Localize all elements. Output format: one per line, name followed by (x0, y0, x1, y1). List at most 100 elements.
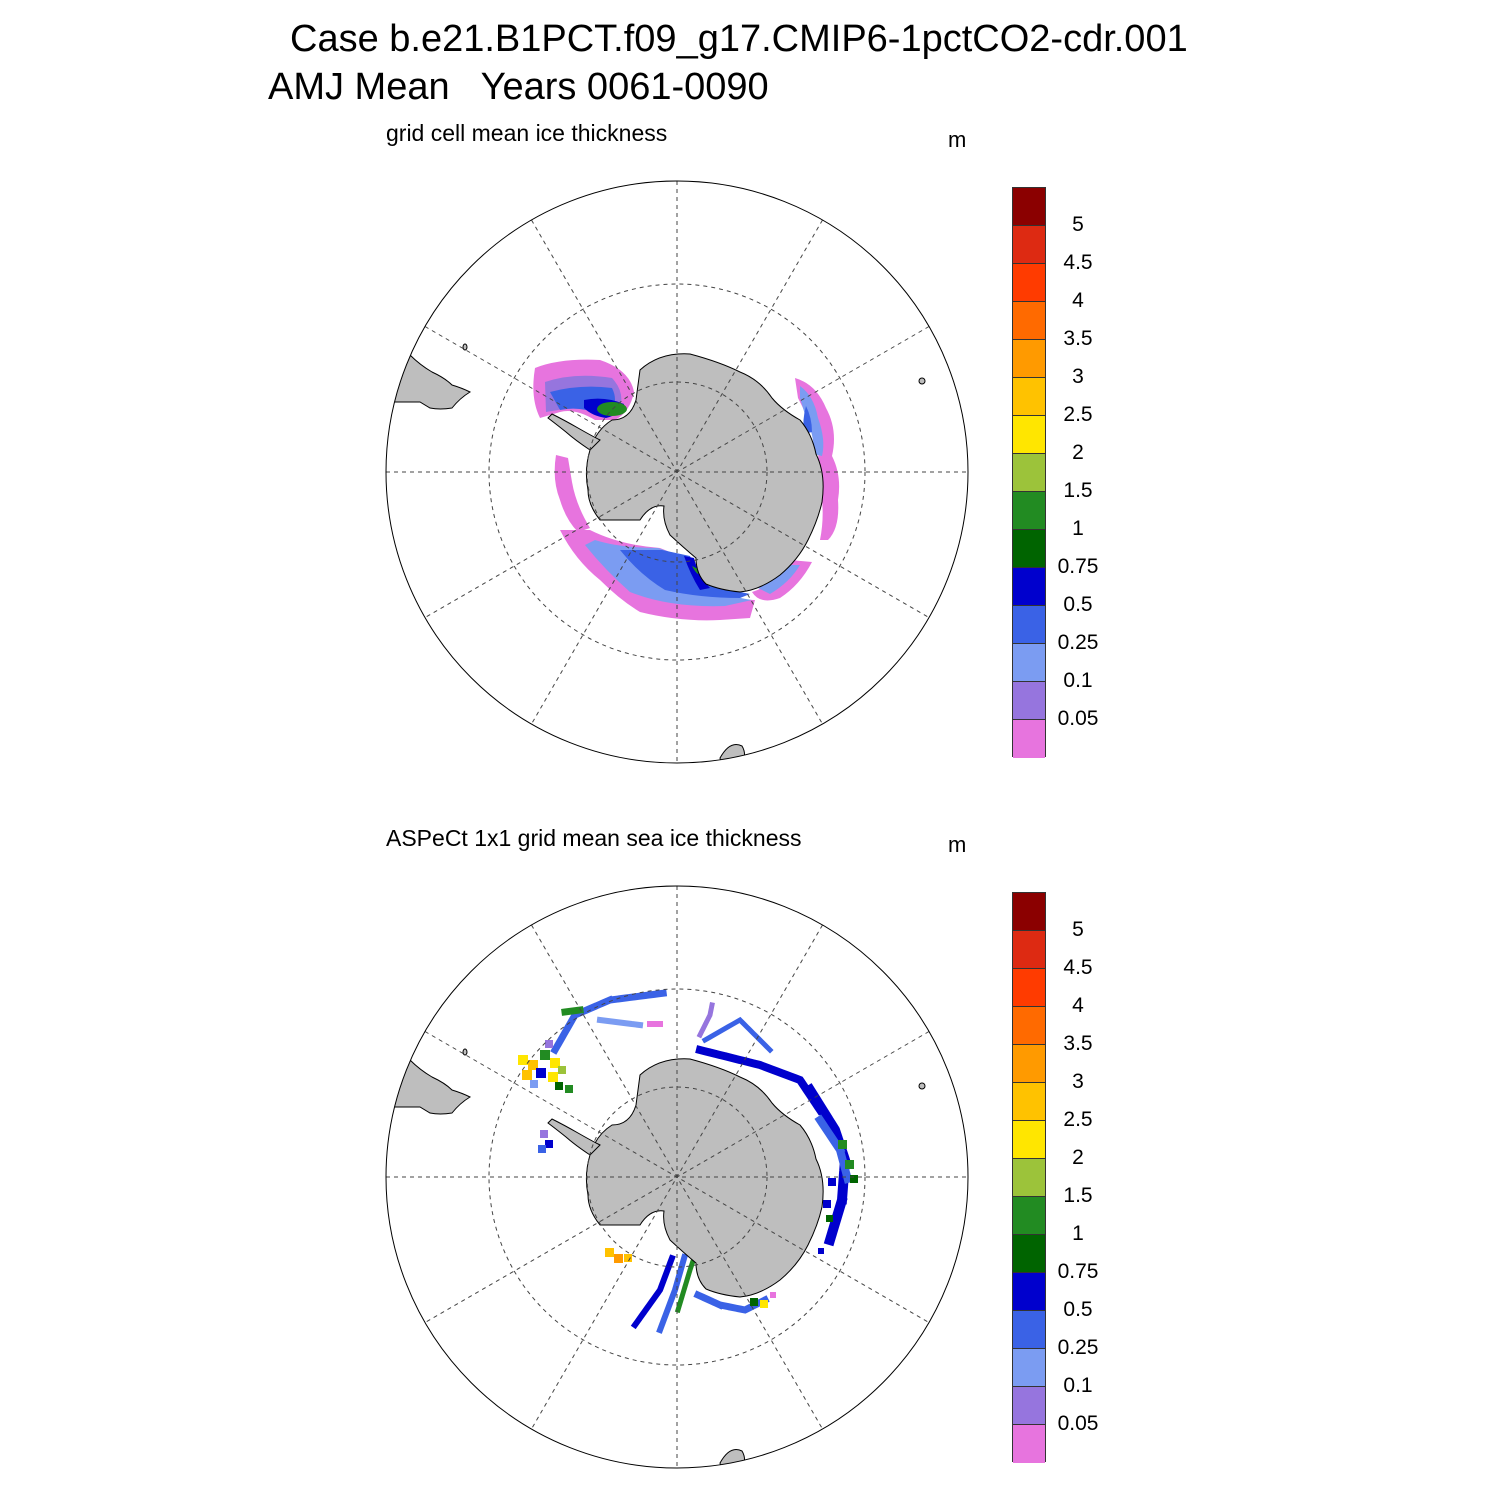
east-ice-0.05 (795, 378, 840, 540)
colorbar-swatch (1013, 1387, 1045, 1425)
antarctica-landmass-top (585, 353, 824, 593)
aspect-observations (518, 989, 858, 1334)
bellingshausen-ice (554, 455, 590, 532)
colorbar-swatch (1013, 340, 1045, 378)
map-bottom (385, 885, 969, 1469)
colorbar-tick-label: 4 (1072, 289, 1084, 312)
pacific-thick-2 (760, 1300, 768, 1308)
colorbar-swatch (1013, 530, 1045, 568)
colorbar-tick-label: 0.1 (1063, 1374, 1093, 1397)
kerguelen-island-bottom (918, 1082, 926, 1090)
antarctic-peninsula-top (547, 413, 601, 451)
colorbar-swatch (1013, 378, 1045, 416)
colorbar-swatch (1013, 1045, 1045, 1083)
south-america-bottom (386, 1059, 472, 1115)
colorbar-tick-label: 4 (1072, 994, 1084, 1017)
antarctic-peninsula-bottom (547, 1118, 601, 1156)
colorbar-swatch (1013, 1235, 1045, 1273)
colorbar-tick-label: 1.5 (1063, 479, 1093, 502)
pacific-strip-ice-0.1 (758, 565, 800, 594)
colorbar-tick-label: 1.5 (1063, 1184, 1093, 1207)
falklands-island-top (462, 343, 468, 351)
graticule-top (386, 181, 968, 763)
colorbar-tick-label: 0.75 (1057, 555, 1099, 578)
figure-title-period: AMJ Mean Years 0061-0090 (268, 66, 769, 108)
track-east-2 (701, 1016, 774, 1054)
colorbar-swatch (1013, 1425, 1045, 1463)
east-thick-1 (838, 1140, 847, 1149)
track-weddell-3 (561, 1006, 584, 1016)
track-east-5 (814, 1114, 853, 1185)
track-ross-1 (630, 1254, 676, 1330)
colorbar-swatch (1013, 226, 1045, 264)
colorbar-swatch (1013, 682, 1045, 720)
sea-ice-field-top (533, 359, 840, 621)
colorbar-swatch (1013, 969, 1045, 1007)
map-top (385, 180, 969, 764)
panel-title-aspect: ASPeCt 1x1 grid mean sea ice thickness (386, 825, 802, 851)
colorbar-swatch (1013, 893, 1045, 931)
colorbar-tick-label: 0.05 (1057, 1412, 1099, 1435)
colorbar-tick-label: 4.5 (1063, 956, 1093, 979)
pacific-thick-1 (750, 1298, 758, 1306)
pacific-thin-1 (770, 1292, 776, 1298)
colorbar-swatch (1013, 1349, 1045, 1387)
east-thick-5 (823, 1200, 831, 1208)
weddell-thick-cluster (518, 1040, 573, 1153)
colorbar-tick-label: 4.5 (1063, 251, 1093, 274)
east-ice-0.1 (800, 386, 824, 456)
colorbar-tick-label: 2 (1072, 441, 1084, 464)
antarctica-landmass-bottom (585, 1058, 824, 1298)
colorbar-tick-label: 1 (1072, 1222, 1084, 1245)
colorbar-tick-label: 1 (1072, 517, 1084, 540)
colorbar-swatch (1013, 492, 1045, 530)
east-thick-4 (828, 1178, 836, 1186)
colorbar-swatch (1013, 931, 1045, 969)
colorbar-tick-label: 0.1 (1063, 669, 1093, 692)
colorbar-bottom (1012, 892, 1046, 1463)
colorbar-tick-label: 0.75 (1057, 1260, 1099, 1283)
colorbar-tick-label: 3.5 (1063, 327, 1093, 350)
track-weddell-1 (550, 989, 669, 1055)
colorbar-top (1012, 187, 1046, 758)
east-thick-6 (826, 1215, 833, 1222)
ross-observations (605, 1248, 632, 1263)
east-thick-3 (850, 1175, 858, 1183)
colorbar-swatch (1013, 568, 1045, 606)
track-weddell-2 (596, 1016, 644, 1029)
colorbar-tick-label: 2 (1072, 1146, 1084, 1169)
track-east-3 (696, 1002, 715, 1039)
colorbar-swatch (1013, 1159, 1045, 1197)
colorbar-tick-label: 0.25 (1057, 631, 1099, 654)
units-label-top: m (948, 127, 967, 152)
colorbar-tick-label: 0.25 (1057, 1336, 1099, 1359)
kerguelen-island-top (918, 377, 926, 385)
colorbar-swatch (1013, 606, 1045, 644)
colorbar-swatch (1013, 1121, 1045, 1159)
colorbar-swatch (1013, 1083, 1045, 1121)
graticule-bottom (386, 886, 968, 1468)
colorbar-tick-label: 0.5 (1063, 1298, 1093, 1321)
colorbar-swatch (1013, 188, 1045, 226)
weddell-ice-1 (597, 402, 627, 416)
colorbar-tick-label: 5 (1072, 918, 1084, 941)
colorbar-tick-label: 3 (1072, 1070, 1084, 1093)
colorbar-swatch (1013, 1007, 1045, 1045)
colorbar-swatch (1013, 1311, 1045, 1349)
colorbar-tick-label: 3 (1072, 365, 1084, 388)
panel-title-model: grid cell mean ice thickness (386, 120, 668, 146)
south-america-top (386, 354, 472, 410)
colorbar-tick-label: 3.5 (1063, 1032, 1093, 1055)
colorbar-tick-label: 2.5 (1063, 1108, 1093, 1131)
colorbar-swatch (1013, 302, 1045, 340)
colorbar-tick-label: 0.05 (1057, 707, 1099, 730)
east-thick-2 (845, 1160, 854, 1169)
colorbar-tick-label: 2.5 (1063, 403, 1093, 426)
figure-title-case: Case b.e21.B1PCT.f09_g17.CMIP6-1pctCO2-c… (290, 18, 1188, 60)
colorbar-swatch (1013, 416, 1045, 454)
colorbar-swatch (1013, 1197, 1045, 1235)
east-thick-7 (818, 1248, 824, 1254)
colorbar-swatch (1013, 454, 1045, 492)
falklands-island-bottom (462, 1048, 468, 1056)
